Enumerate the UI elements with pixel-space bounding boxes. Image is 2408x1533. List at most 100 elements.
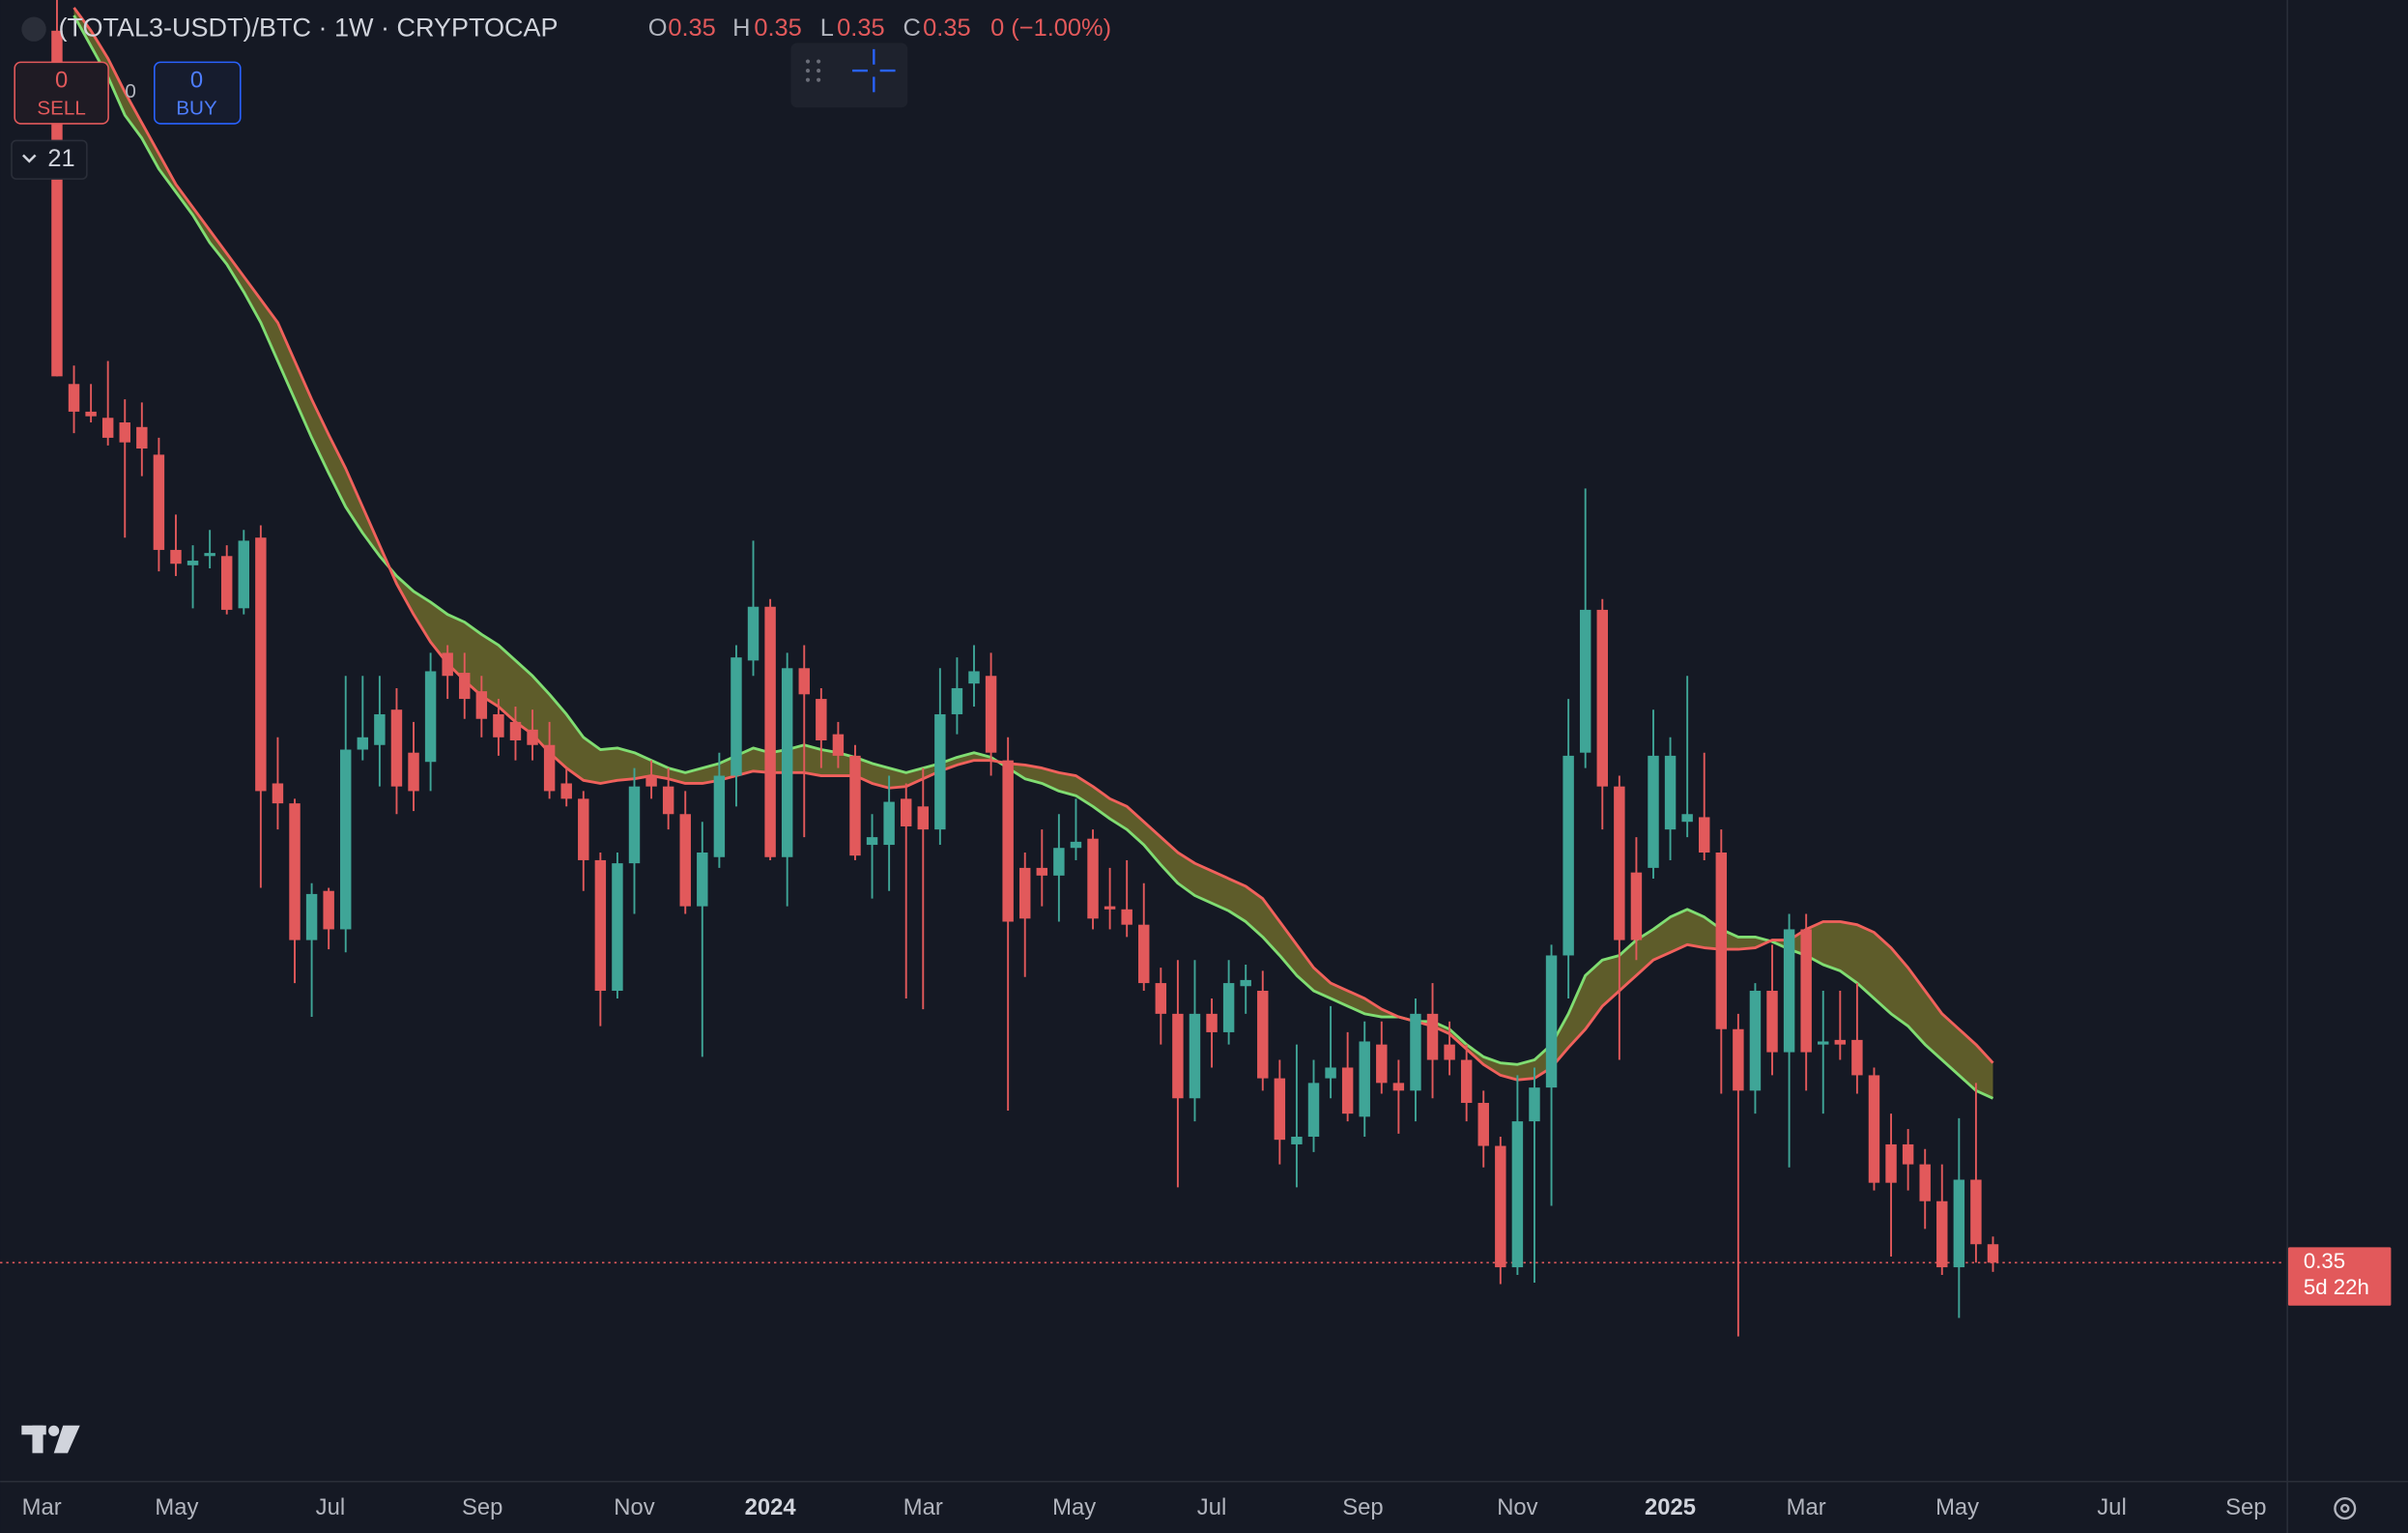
candle-body xyxy=(679,814,691,907)
logo xyxy=(21,1425,80,1454)
candle-body xyxy=(101,418,114,438)
candle-body xyxy=(1699,817,1710,853)
buy-price[interactable]: 0 xyxy=(190,68,203,94)
candle-body xyxy=(1648,755,1659,868)
candle-body xyxy=(1002,760,1014,922)
x-tick-label: Nov xyxy=(1497,1494,1537,1520)
candle-body xyxy=(289,803,301,940)
candle-body xyxy=(594,859,607,992)
candle-body xyxy=(204,553,215,557)
gear-hub[interactable] xyxy=(2340,1503,2350,1514)
candle-body xyxy=(1426,1013,1439,1060)
candle-body xyxy=(408,752,419,792)
indicators-toggle[interactable]: 21 xyxy=(11,139,88,180)
candle-body xyxy=(305,893,318,940)
sell-label[interactable]: SELL xyxy=(37,97,86,119)
candle-body xyxy=(374,713,386,745)
price-tag xyxy=(2287,1247,2392,1306)
toolbar-bg xyxy=(790,43,908,108)
sell-box[interactable] xyxy=(14,61,109,125)
candle-body xyxy=(1766,991,1778,1053)
candle-body xyxy=(1970,1179,1982,1245)
symbol-icon xyxy=(21,16,46,42)
candle-body xyxy=(866,837,878,846)
sell-button[interactable]: 0 SELL xyxy=(14,61,109,125)
candle-body xyxy=(527,729,538,745)
candle-body xyxy=(816,699,827,740)
candle-body xyxy=(1664,755,1677,830)
candle-body xyxy=(662,786,674,815)
candle-body xyxy=(900,798,912,826)
candle-body xyxy=(832,734,845,756)
candle-body xyxy=(1087,838,1099,919)
spread: 0 xyxy=(125,80,135,102)
drag-handle[interactable] xyxy=(805,59,821,82)
candle-body xyxy=(1036,867,1048,876)
candle-body xyxy=(1274,1078,1286,1141)
sell-price[interactable]: 0 xyxy=(55,68,68,94)
candle-body xyxy=(475,691,488,719)
candle-body xyxy=(1206,1013,1218,1032)
candle-body xyxy=(578,798,589,860)
ohlc-key: C xyxy=(903,14,921,42)
candle-body xyxy=(493,713,504,738)
candle-body xyxy=(1460,1059,1473,1104)
candle-body xyxy=(1749,991,1762,1091)
candle-body xyxy=(934,713,946,830)
candle-body xyxy=(238,540,250,609)
candle-body xyxy=(1834,1039,1847,1045)
buy-button[interactable]: 0 BUY xyxy=(154,61,242,125)
buy-box[interactable] xyxy=(154,61,242,125)
x-tick-label: Mar xyxy=(22,1494,62,1520)
candle-body xyxy=(1172,1013,1184,1099)
candle-body xyxy=(1019,867,1031,919)
x-tick-label: May xyxy=(1052,1494,1096,1520)
candle-body xyxy=(1868,1075,1880,1183)
candle-body xyxy=(1715,852,1728,1029)
ohlc-value: 0.35 xyxy=(837,14,884,42)
x-tick-label: Jul xyxy=(316,1494,345,1520)
candle-body xyxy=(1392,1083,1405,1091)
settings-button[interactable] xyxy=(2334,1497,2357,1520)
candle-body xyxy=(985,676,997,753)
x-tick-label: Jul xyxy=(1197,1494,1226,1520)
candle-body xyxy=(798,668,810,695)
chevron-icon[interactable] xyxy=(22,154,37,163)
drawing-toolbar xyxy=(790,43,908,108)
candle-body xyxy=(883,801,895,846)
symbol-title: (TOTAL3-USDT)/BTC · 1W · CRYPTOCAP xyxy=(58,13,558,42)
candle-body xyxy=(1291,1136,1303,1144)
ma-line xyxy=(72,14,1994,1100)
candle-body xyxy=(1545,955,1558,1088)
candle-body xyxy=(731,657,742,776)
candle-body xyxy=(1121,909,1132,925)
candle-body xyxy=(340,749,352,930)
candle-body xyxy=(951,687,963,714)
buy-label[interactable]: BUY xyxy=(176,97,217,119)
x-tick-label: 2024 xyxy=(745,1494,797,1520)
candle-body xyxy=(153,454,165,550)
indicator-count[interactable]: 21 xyxy=(47,145,74,172)
candle-body xyxy=(186,561,199,565)
ma-line xyxy=(72,7,1994,1082)
candle-body xyxy=(1851,1039,1863,1076)
candle-body xyxy=(255,537,267,792)
candle-body xyxy=(1902,1143,1914,1165)
candle-body xyxy=(85,411,97,417)
candle-body xyxy=(697,852,708,907)
candle-body xyxy=(1240,979,1251,987)
candle-body xyxy=(1257,991,1269,1079)
candle-body xyxy=(1307,1083,1320,1137)
candle-body xyxy=(1800,929,1812,1053)
indicators-box[interactable] xyxy=(11,139,88,180)
price-tag-countdown: 5d 22h xyxy=(2304,1275,2369,1299)
candle-body xyxy=(1325,1067,1336,1079)
gear-icon[interactable] xyxy=(2334,1497,2357,1520)
candle-body xyxy=(1579,609,1591,753)
ohlc-value: 0.35 xyxy=(668,14,715,42)
ohlc-key: L xyxy=(820,14,834,42)
candle-body xyxy=(1596,609,1608,787)
crosshair-tool[interactable] xyxy=(852,48,896,93)
